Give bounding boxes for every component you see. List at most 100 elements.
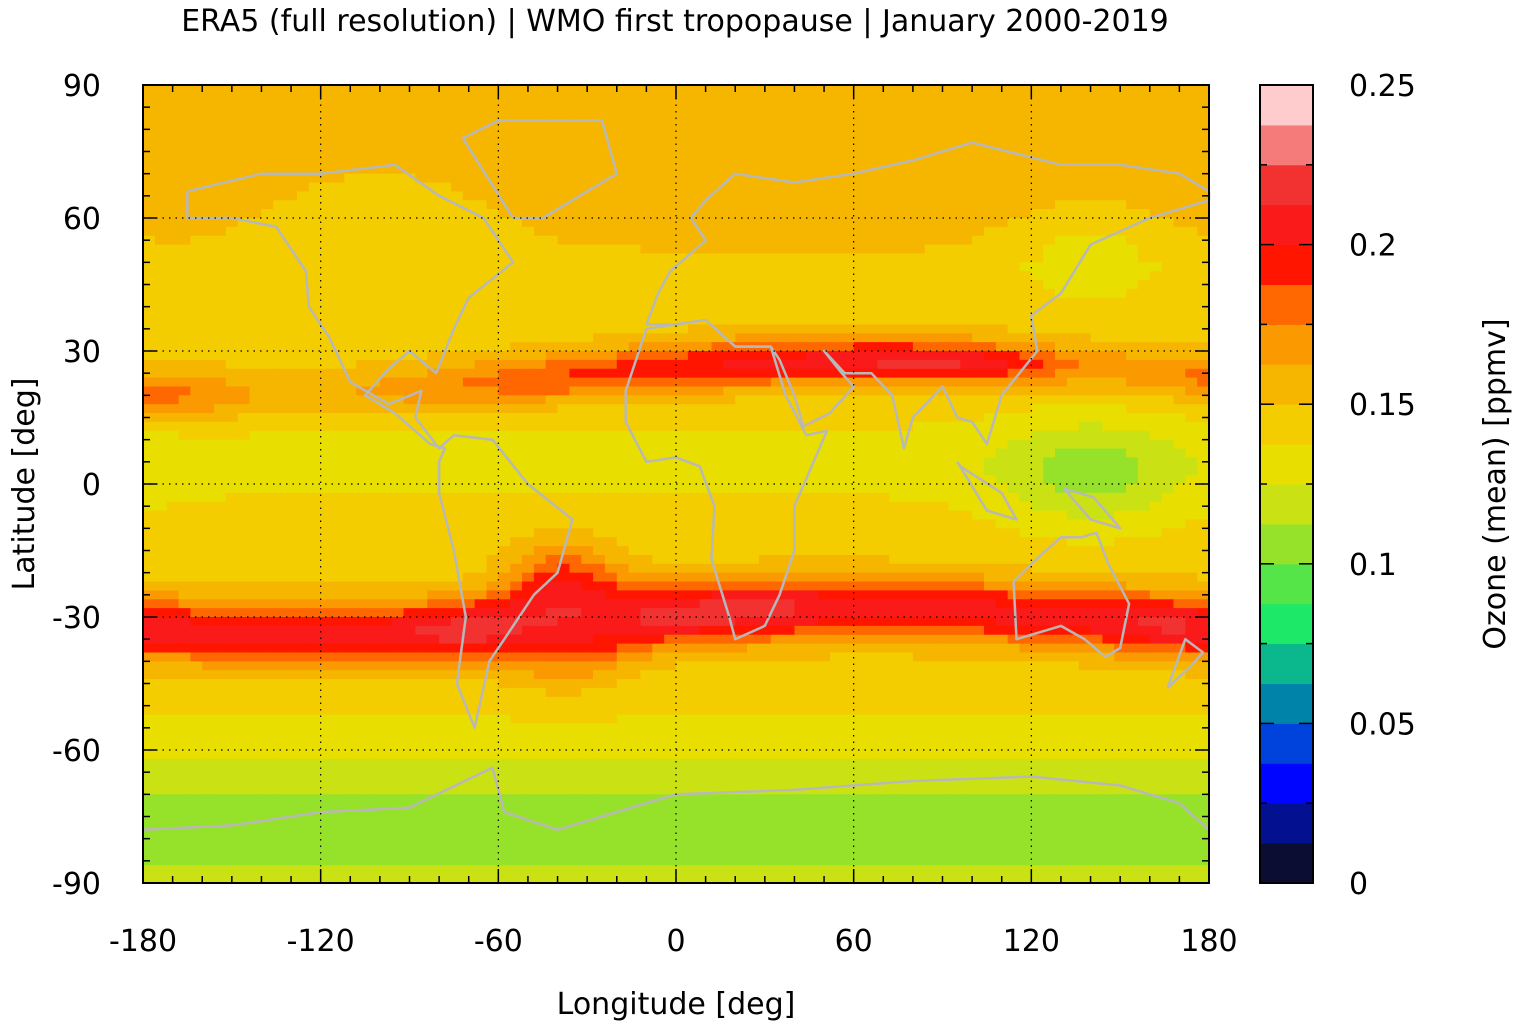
field-cell xyxy=(154,377,168,388)
field-cell xyxy=(557,147,570,157)
field-cell xyxy=(391,351,405,361)
field-cell xyxy=(711,93,724,104)
field-cell xyxy=(735,439,748,450)
field-cell xyxy=(699,111,713,122)
field-cell xyxy=(320,333,334,343)
field-cell xyxy=(545,111,559,122)
field-cell xyxy=(972,501,985,512)
field-cell xyxy=(225,377,239,388)
field-cell xyxy=(1066,93,1080,104)
field-cell xyxy=(865,315,878,325)
field-cell xyxy=(237,93,251,104)
field-cell xyxy=(1019,439,1032,450)
field-cell xyxy=(285,315,298,325)
field-cell xyxy=(237,421,251,432)
field-cell xyxy=(320,501,334,512)
field-cell xyxy=(225,333,239,343)
field-cell xyxy=(841,537,855,547)
field-cell xyxy=(1066,173,1080,184)
field-cell xyxy=(652,235,665,246)
field-cell xyxy=(782,85,796,95)
field-cell xyxy=(735,138,748,148)
field-cell xyxy=(296,306,310,317)
field-cell xyxy=(178,324,191,334)
field-cell xyxy=(1114,519,1127,529)
field-cell xyxy=(320,111,334,122)
field-cell xyxy=(960,519,973,529)
field-cell xyxy=(1185,475,1198,485)
field-cell xyxy=(143,306,156,317)
field-cell xyxy=(415,324,428,334)
field-cell xyxy=(344,395,357,405)
field-cell xyxy=(344,288,357,299)
field-cell xyxy=(545,218,559,228)
field-cell xyxy=(699,386,713,396)
field-cell xyxy=(178,342,191,352)
field-cell xyxy=(1126,85,1139,95)
field-cell xyxy=(1197,155,1210,166)
field-cell xyxy=(924,537,938,547)
field-cell xyxy=(664,173,677,184)
field-cell xyxy=(901,351,914,361)
field-cell xyxy=(533,85,547,95)
field-cell xyxy=(912,466,926,476)
field-cell xyxy=(770,164,784,175)
field-cell xyxy=(676,209,689,219)
field-cell xyxy=(841,404,855,414)
field-cell xyxy=(237,262,251,272)
field-cell xyxy=(533,173,547,184)
field-cell xyxy=(747,404,760,414)
field-cell xyxy=(332,280,345,290)
field-cell xyxy=(143,111,156,122)
field-cell xyxy=(379,173,393,184)
field-cell xyxy=(1197,519,1210,529)
field-cell xyxy=(166,475,180,485)
field-cell xyxy=(1185,546,1198,556)
field-cell xyxy=(190,138,203,148)
field-cell xyxy=(1066,537,1080,547)
field-cell xyxy=(285,430,298,441)
field-cell xyxy=(332,102,345,113)
field-cell xyxy=(735,563,748,574)
field-cell xyxy=(1185,466,1198,476)
field-cell xyxy=(829,191,843,201)
field-cell xyxy=(166,510,180,521)
field-cell xyxy=(474,563,488,574)
field-cell xyxy=(261,85,274,95)
field-cell xyxy=(1031,235,1044,246)
field-cell xyxy=(853,129,867,139)
field-cell xyxy=(924,288,938,299)
field-cell xyxy=(664,209,677,219)
field-cell xyxy=(403,386,417,396)
field-cell xyxy=(273,377,286,388)
field-cell xyxy=(533,395,547,405)
field-cell xyxy=(214,359,227,370)
field-cell xyxy=(676,554,689,565)
field-cell xyxy=(818,484,831,494)
field-cell xyxy=(829,226,843,237)
field-cell xyxy=(190,546,203,556)
field-cell xyxy=(1149,528,1163,538)
field-cell xyxy=(877,280,890,290)
field-cell xyxy=(403,102,417,113)
field-cell xyxy=(628,306,642,317)
field-cell xyxy=(391,572,405,583)
field-cell xyxy=(616,359,630,370)
field-cell xyxy=(249,528,263,538)
field-cell xyxy=(877,262,890,272)
field-cell xyxy=(285,546,298,556)
field-cell xyxy=(462,147,476,157)
field-cell xyxy=(462,519,476,529)
field-cell xyxy=(1043,164,1056,175)
field-cell xyxy=(344,528,357,538)
field-cell xyxy=(225,147,239,157)
field-cell xyxy=(699,173,713,184)
field-cell xyxy=(735,244,748,255)
field-cell xyxy=(1114,262,1127,272)
field-cell xyxy=(735,226,748,237)
field-cell xyxy=(593,333,606,343)
field-cell xyxy=(462,386,476,396)
field-cell xyxy=(829,448,843,458)
field-cell xyxy=(972,421,985,432)
field-cell xyxy=(356,129,369,139)
